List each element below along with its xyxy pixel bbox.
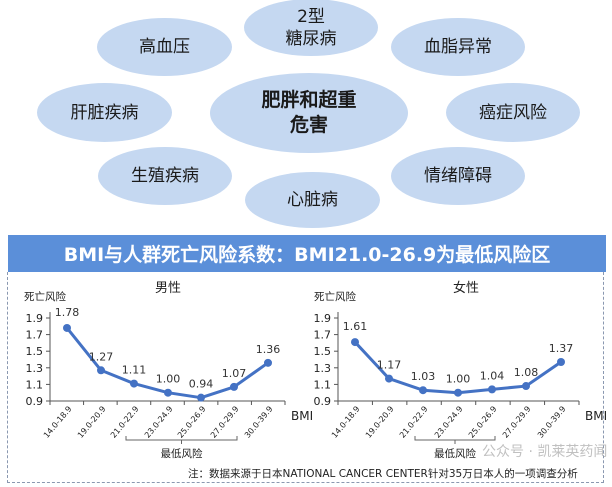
data-point [522, 382, 530, 391]
data-point [385, 374, 393, 383]
data-point [419, 386, 427, 395]
x-tick-label: 19.0-20.9 [76, 405, 108, 440]
label: 生殖疾病 [131, 166, 199, 186]
bracket [414, 436, 496, 444]
label: 2型 [297, 6, 325, 27]
y-tick-label: 1.5 [26, 345, 44, 358]
x-tick-label: 19.0-20.9 [364, 405, 396, 440]
x-tick-label: 27.0-29.9 [209, 405, 241, 440]
data-label: 1.61 [343, 320, 368, 333]
y-tick-label: 1.1 [314, 378, 332, 391]
label: 情绪障碍 [424, 166, 492, 186]
x-tick-label: 30.0-39.9 [243, 405, 275, 440]
label: 糖尿病 [285, 28, 337, 49]
data-label: 1.78 [55, 306, 80, 319]
x-tick-label: 23.0-24.9 [143, 405, 175, 440]
chart-title: 女性 [453, 280, 479, 296]
label: 危害 [289, 114, 328, 136]
data-point [130, 379, 138, 388]
data-label: 1.04 [480, 369, 505, 382]
data-label: 1.00 [156, 373, 181, 386]
ellipse-reproductive: 生殖疾病 [98, 147, 232, 205]
x-tick-label: 25.0-26.9 [176, 405, 208, 440]
data-label: 1.08 [514, 366, 539, 379]
data-point [164, 388, 172, 397]
section-banner: BMI与人群死亡风险系数：BMI21.0-26.9为最低风险区 [8, 235, 606, 272]
data-point [351, 338, 359, 347]
y-tick-label: 1.9 [26, 312, 44, 325]
label: 肝脏疾病 [70, 102, 139, 123]
ellipse-diabetes: 2型 糖尿病 [244, 0, 378, 56]
y-tick-label: 1.7 [314, 329, 332, 342]
x-tick-label: 14.0-18.9 [42, 405, 74, 440]
data-point [197, 393, 205, 402]
label: 血脂异常 [424, 37, 492, 57]
data-point [97, 366, 105, 375]
source-note: 注：数据来源于日本NATIONAL CANCER CENTER针对35万日本人的… [188, 468, 578, 480]
data-label: 1.07 [222, 367, 247, 380]
data-label: 1.36 [256, 343, 281, 356]
data-label: 0.94 [189, 378, 214, 391]
bracket-label: 最低风险 [161, 447, 203, 460]
x-tick-label: 30.0-39.9 [536, 405, 568, 440]
ellipse-mood: 情绪障碍 [391, 147, 525, 205]
data-label: 1.03 [411, 370, 436, 383]
ellipse-cancer: 癌症风险 [446, 83, 580, 142]
y-tick-label: 0.9 [26, 395, 44, 408]
x-tick-label: 14.0-18.9 [330, 405, 362, 440]
label: 肥胖和超重 [261, 89, 357, 111]
y-tick-label: 0.9 [314, 395, 332, 408]
x-tick-label: 23.0-24.9 [433, 405, 465, 440]
data-point [454, 388, 462, 397]
data-label: 1.17 [377, 359, 402, 372]
x-axis-label: BMI [585, 409, 607, 423]
data-label: 1.27 [89, 350, 114, 363]
y-tick-label: 1.9 [314, 312, 332, 325]
data-label: 1.37 [549, 342, 574, 355]
ellipse-hypertension: 高血压 [97, 18, 232, 76]
chart-container [7, 272, 604, 483]
data-point [63, 323, 71, 332]
y-tick-label: 1.5 [314, 345, 332, 358]
x-tick-label: 21.0-22.9 [109, 405, 141, 440]
data-point [264, 358, 272, 367]
label: 高血压 [139, 37, 190, 57]
data-point [557, 357, 565, 366]
ellipse-heart: 心脏病 [245, 172, 380, 228]
ellipse-liver: 肝脏疾病 [37, 83, 172, 142]
bracket-label: 最低风险 [434, 447, 476, 460]
ellipse-dyslipidemia: 血脂异常 [391, 18, 525, 76]
y-tick-label: 1.1 [26, 378, 44, 391]
ellipse-center: 肥胖和超重 危害 [210, 73, 408, 153]
y-axis-label: 死亡风险 [314, 290, 356, 303]
x-axis-label: BMI [291, 409, 313, 423]
data-label: 1.00 [446, 373, 471, 386]
x-tick-label: 27.0-29.9 [501, 405, 533, 440]
y-tick-label: 1.7 [26, 329, 44, 342]
y-axis-label: 死亡风险 [24, 290, 66, 303]
label: 癌症风险 [479, 102, 547, 123]
data-point [488, 385, 496, 394]
data-point [230, 382, 238, 391]
label: 心脏病 [287, 190, 338, 210]
y-tick-label: 1.3 [314, 362, 332, 375]
chart-title: 男性 [155, 281, 181, 296]
x-tick-label: 21.0-22.9 [398, 405, 430, 440]
x-tick-label: 25.0-26.9 [467, 405, 499, 440]
bracket [125, 436, 238, 444]
y-tick-label: 1.3 [26, 362, 44, 375]
watermark: 公众号 · 凯莱英药闻 [482, 444, 608, 460]
data-label: 1.11 [122, 364, 147, 377]
